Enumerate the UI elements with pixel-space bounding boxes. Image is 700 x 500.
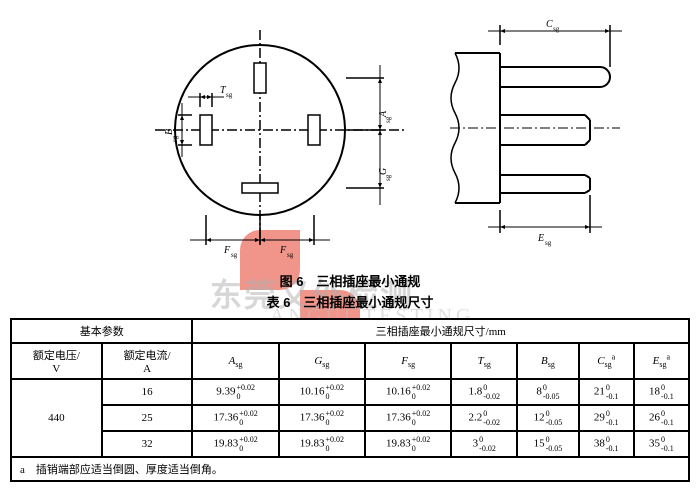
cell-F: 19.83+0.020 xyxy=(365,431,451,457)
col-group-basic: 基本参数 xyxy=(11,319,192,343)
cell-C: 380-0.1 xyxy=(579,431,634,457)
cell-A: 19.83+0.020 xyxy=(192,431,278,457)
cell-G: 19.83+0.020 xyxy=(279,431,365,457)
svg-text:sg: sg xyxy=(384,174,392,181)
svg-text:sg: sg xyxy=(171,135,179,142)
svg-text:sg: sg xyxy=(545,239,552,247)
cell-F: 10.16+0.020 xyxy=(365,379,451,405)
cell-G: 10.16+0.020 xyxy=(279,379,365,405)
cell-current: 32 xyxy=(102,431,193,457)
cell-voltage: 440 xyxy=(11,379,102,457)
col-C: Csga xyxy=(579,343,634,379)
cell-T: 2.20-0.02 xyxy=(451,405,517,431)
col-T: Tsg xyxy=(451,343,517,379)
svg-text:sg: sg xyxy=(231,251,238,259)
col-F: Fsg xyxy=(365,343,451,379)
cell-E: 260-0.1 xyxy=(634,405,689,431)
cell-A: 17.36+0.020 xyxy=(192,405,278,431)
dimension-table: 基本参数 三相插座最小通规尺寸/mm 额定电压/ V 额定电流/ A Asg G… xyxy=(10,318,690,482)
cell-F: 17.36+0.020 xyxy=(365,405,451,431)
svg-text:sg: sg xyxy=(384,116,392,123)
svg-text:sg: sg xyxy=(226,91,233,99)
cell-G: 17.36+0.020 xyxy=(279,405,365,431)
cell-current: 25 xyxy=(102,405,193,431)
svg-text:E: E xyxy=(537,233,544,244)
cell-B: 80-0.05 xyxy=(517,379,578,405)
cell-B: 120-0.05 xyxy=(517,405,578,431)
cell-T: 30-0.02 xyxy=(451,431,517,457)
svg-text:sg: sg xyxy=(287,251,294,259)
svg-text:B: B xyxy=(164,129,175,135)
cell-C: 210-0.1 xyxy=(579,379,634,405)
table-note: a 插销端部应适当倒圆、厚度适当倒角。 xyxy=(11,457,689,481)
cell-current: 16 xyxy=(102,379,193,405)
col-B: Bsg xyxy=(517,343,578,379)
cell-E: 350-0.1 xyxy=(634,431,689,457)
table-row: 440169.39+0.02010.16+0.02010.16+0.0201.8… xyxy=(11,379,689,405)
svg-text:G: G xyxy=(378,168,389,175)
col-current: 额定电流/ A xyxy=(102,343,193,379)
col-G: Gsg xyxy=(279,343,365,379)
technical-drawing: Tsg B sg A sg G sg Fsg Fsg xyxy=(0,0,700,265)
cell-E: 180-0.1 xyxy=(634,379,689,405)
col-voltage: 额定电压/ V xyxy=(11,343,102,379)
col-group-dims: 三相插座最小通规尺寸/mm xyxy=(192,319,689,343)
table-row: 3219.83+0.02019.83+0.02019.83+0.02030-0.… xyxy=(11,431,689,457)
svg-text:F: F xyxy=(279,245,287,256)
col-E: Esga xyxy=(634,343,689,379)
svg-text:sg: sg xyxy=(553,25,560,33)
svg-text:C: C xyxy=(546,19,553,30)
table-caption: 表 6 三相插座最小通规尺寸 xyxy=(0,293,700,314)
col-A: Asg xyxy=(192,343,278,379)
table-row: 2517.36+0.02017.36+0.02017.36+0.0202.20-… xyxy=(11,405,689,431)
cell-T: 1.80-0.02 xyxy=(451,379,517,405)
svg-text:F: F xyxy=(223,245,231,256)
cell-B: 150-0.05 xyxy=(517,431,578,457)
cell-A: 9.39+0.020 xyxy=(192,379,278,405)
cell-C: 290-0.1 xyxy=(579,405,634,431)
figure-caption: 图 6 三相插座最小通规 xyxy=(0,272,700,293)
